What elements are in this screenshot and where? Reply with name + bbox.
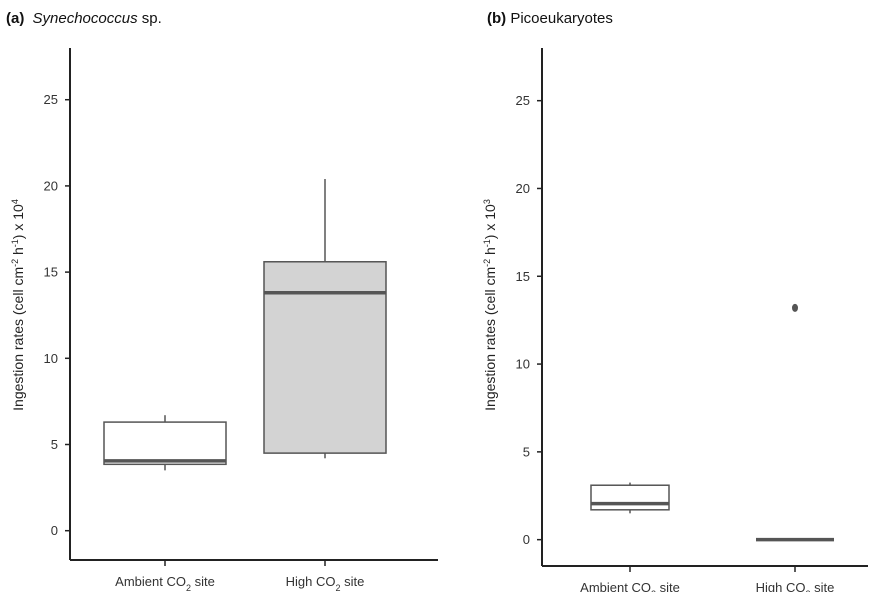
panel-a: (a) Synechococcus sp. 0 5 10 15 20 25 Ambient… xyxy=(6,10,438,592)
panel-a-ytick-label-1: 5 xyxy=(51,437,58,452)
panel-a-xtick-label-0: Ambient CO2 site xyxy=(115,574,215,592)
panel-b-ytick-label-0: 0 xyxy=(523,532,530,547)
panel-a-label: (a) xyxy=(6,10,24,27)
panel-b-y-ticks: 0 5 10 15 20 25 xyxy=(516,93,542,547)
panel-a-title: (a) Synechococcus sp. xyxy=(6,10,162,27)
panel-a-title-rest: sp. xyxy=(138,10,162,27)
panel-a-ytick-label-5: 25 xyxy=(44,92,58,107)
panel-b-label: (b) xyxy=(487,10,506,27)
panel-a-ylabel-end: ) x 10 xyxy=(10,204,26,239)
panel-a-boxes xyxy=(103,179,387,471)
panel-a-box-0 xyxy=(103,421,227,466)
panel-a-ylabel-exp: 4 xyxy=(10,199,20,204)
panel-a-x-ticks: Ambient CO2 site High CO2 site xyxy=(115,560,364,592)
panel-a-y-ticks: 0 5 10 15 20 25 xyxy=(44,92,70,538)
panel-a-ytick-label-0: 0 xyxy=(51,523,58,538)
panel-b-ytick-label-4: 20 xyxy=(516,181,530,196)
panel-b-ylabel-main: Ingestion rates (cell cm xyxy=(482,267,498,411)
panel-b-ytick-label-2: 10 xyxy=(516,357,530,372)
panel-a-ytick-label-3: 15 xyxy=(44,265,58,280)
panel-a-ylabel-sup2: -1 xyxy=(10,239,20,247)
panel-b-ytick-label-5: 25 xyxy=(516,93,530,108)
panel-a-ylabel-main: Ingestion rates (cell cm xyxy=(10,267,26,411)
panel-b-ytick-label-3: 15 xyxy=(516,269,530,284)
panel-b-title: (b) Picoeukaryotes xyxy=(487,10,613,27)
panel-b-ylabel-sup2: -1 xyxy=(482,239,492,247)
panel-b-ylabel-mid: h xyxy=(482,247,498,259)
panel-b: (b) Picoeukaryotes 0 5 10 15 20 25 Ambient CO… xyxy=(482,10,868,592)
panel-b-boxes xyxy=(590,303,834,542)
panel-b-ylabel-exp: 3 xyxy=(482,199,492,204)
panel-a-ylabel: Ingestion rates (cell cm-2 h-1) x 104 xyxy=(10,199,26,411)
panel-b-box-1-outlier-0 xyxy=(792,303,798,312)
panel-a-title-italic: Synechococcus xyxy=(33,10,139,27)
panel-b-xtick-label-0: Ambient CO2 site xyxy=(580,580,680,592)
panel-a-ytick-label-4: 20 xyxy=(44,178,58,193)
panel-b-ylabel-end: ) x 10 xyxy=(482,204,498,239)
panel-b-title-rest: Picoeukaryotes xyxy=(506,10,613,27)
panel-b-box-0 xyxy=(590,484,670,511)
panel-a-ylabel-sup1: -2 xyxy=(10,259,20,267)
panel-b-xtick-label-1: High CO2 site xyxy=(756,580,835,592)
panel-b-x-ticks: Ambient CO2 site High CO2 site xyxy=(580,566,834,592)
panel-a-box-1 xyxy=(263,261,387,454)
panel-a-ytick-label-2: 10 xyxy=(44,351,58,366)
panel-b-ylabel: Ingestion rates (cell cm-2 h-1) x 103 xyxy=(482,199,498,411)
panel-a-ylabel-mid: h xyxy=(10,247,26,259)
panel-b-ytick-label-1: 5 xyxy=(523,444,530,459)
panel-b-ylabel-sup1: -2 xyxy=(482,259,492,267)
panel-a-xtick-label-1: High CO2 site xyxy=(286,574,365,592)
